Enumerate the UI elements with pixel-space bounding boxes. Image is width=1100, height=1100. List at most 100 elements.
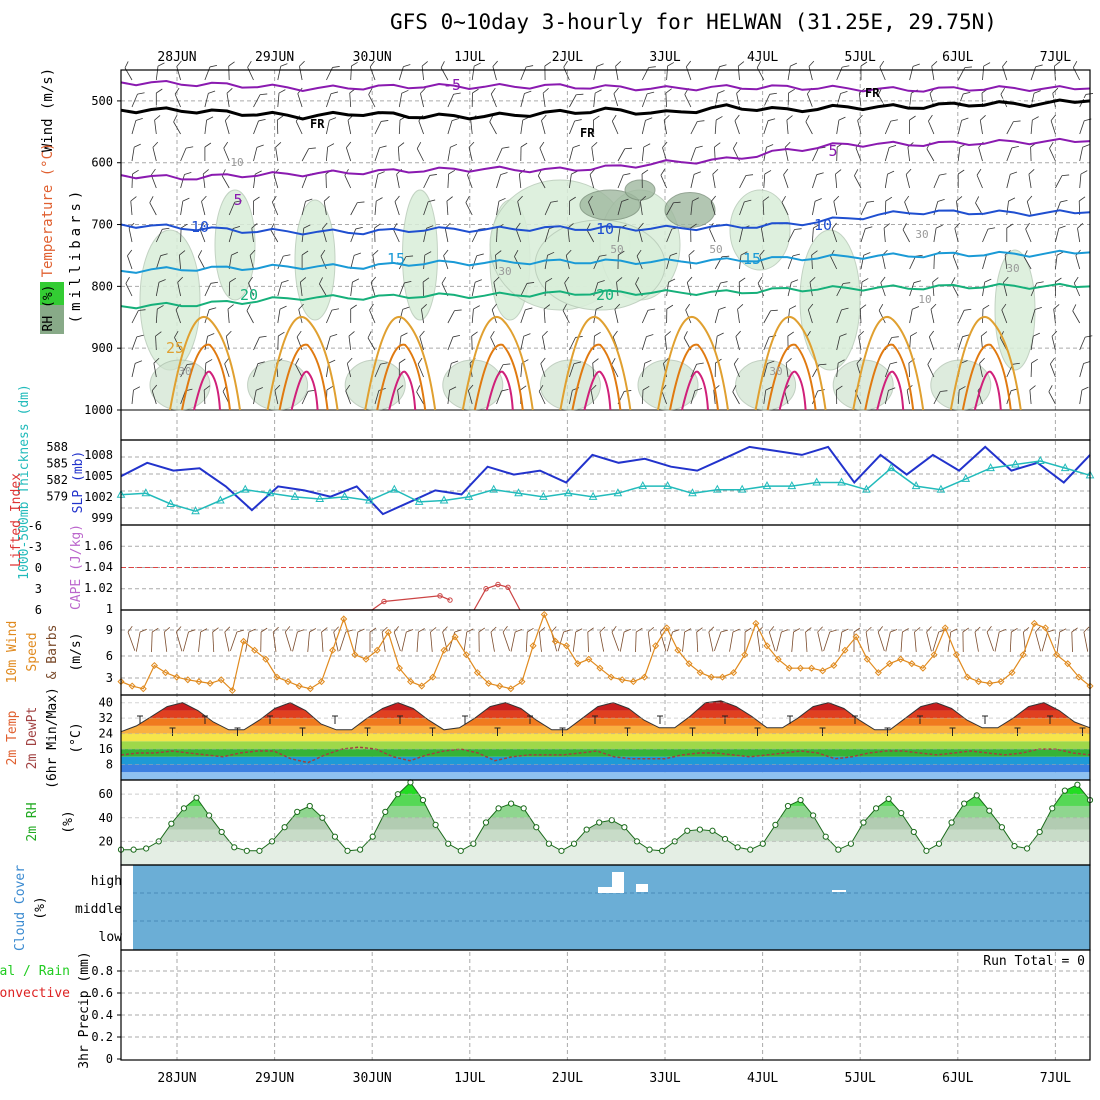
barb-shaft xyxy=(860,202,868,216)
barb-flag xyxy=(734,114,740,122)
wind-barb xyxy=(812,198,822,216)
barb-flag xyxy=(667,62,675,67)
rh-marker xyxy=(1011,843,1018,850)
barb-flag xyxy=(1072,61,1078,68)
barb-shaft xyxy=(884,147,890,162)
thickness-marker xyxy=(365,495,374,504)
wind-barb xyxy=(1079,144,1090,162)
wind10-barb-shaft xyxy=(490,631,495,652)
barb-flag xyxy=(1011,145,1019,149)
barb-shaft xyxy=(251,228,254,243)
barb-flag xyxy=(224,357,230,365)
barb-flag xyxy=(963,91,971,95)
wind-barb xyxy=(471,279,482,297)
barb-flag xyxy=(308,147,316,150)
barb-flag xyxy=(303,224,311,229)
wind-speed-marker xyxy=(551,637,559,645)
barb-flag xyxy=(399,358,406,364)
rh-marker xyxy=(797,796,804,804)
barb-flag xyxy=(274,384,281,391)
wind10-barb-shaft xyxy=(135,631,141,652)
barb-flag xyxy=(210,281,219,284)
barb-shaft xyxy=(881,255,886,270)
barb-shaft xyxy=(368,94,376,108)
date-label-bottom: 28JUN xyxy=(157,1071,196,1086)
barb-shaft xyxy=(586,229,595,243)
barb-shaft xyxy=(763,336,770,351)
barb-flag xyxy=(564,276,570,284)
barb-flag xyxy=(1083,360,1091,364)
wind-barb xyxy=(301,147,316,162)
rh-contour-label: 30 xyxy=(915,228,928,241)
wind-barb xyxy=(155,331,162,351)
thickness-tick-label: 588 xyxy=(46,440,68,454)
temp-contour-30 xyxy=(181,343,231,411)
rh-marker xyxy=(508,800,515,807)
wind-barb xyxy=(225,330,232,351)
wind10-barb-shaft xyxy=(647,631,652,652)
wind-barb xyxy=(739,251,748,270)
barb-shaft xyxy=(1030,336,1034,351)
temp-contour-35 xyxy=(290,370,319,411)
wind10-barb xyxy=(339,629,353,652)
barb-shaft xyxy=(982,282,986,297)
barb-flag xyxy=(718,306,726,310)
wind-barb xyxy=(1028,168,1035,189)
barb-flag xyxy=(422,277,430,283)
wind10-barb-flag xyxy=(986,626,992,633)
barb-flag xyxy=(281,279,289,283)
wind10-barb-flag xyxy=(224,626,231,633)
barb-flag xyxy=(397,385,404,391)
wind10-barb-shaft xyxy=(599,631,605,652)
rh-marker xyxy=(520,805,527,812)
wind-barb xyxy=(199,222,206,243)
wind-speed-marker xyxy=(329,646,337,654)
barb-flag xyxy=(417,357,423,365)
barb-flag xyxy=(1081,386,1089,391)
rh-shading xyxy=(214,189,256,301)
barb-flag xyxy=(394,195,400,202)
barb-flag xyxy=(454,309,462,312)
wind-barb xyxy=(319,277,327,297)
barb-shaft xyxy=(515,228,522,243)
wind-barb xyxy=(976,168,983,189)
fr-label: FR xyxy=(310,117,325,131)
wind-barb xyxy=(350,304,357,323)
barb-flag xyxy=(816,172,824,176)
barb-shaft xyxy=(812,174,818,189)
date-label-top: 6JUL xyxy=(942,50,973,65)
wind10-barb xyxy=(768,626,776,652)
barb-shaft xyxy=(783,174,789,189)
thickness-marker xyxy=(812,477,822,486)
barb-shaft xyxy=(520,93,525,108)
wind-barb xyxy=(957,143,967,162)
barb-flag xyxy=(543,304,551,310)
wind-barb xyxy=(1030,358,1038,378)
barb-shaft xyxy=(909,309,913,324)
barb-flag xyxy=(160,253,168,257)
rh-marker xyxy=(470,840,477,847)
barb-flag xyxy=(716,332,724,337)
wind-barb xyxy=(345,384,352,405)
barb-shaft xyxy=(569,147,574,162)
barb-flag xyxy=(732,385,737,392)
temp-contour--5 xyxy=(120,79,1091,93)
barb-flag xyxy=(928,114,933,122)
barb-flag xyxy=(766,144,774,148)
wind-barb xyxy=(226,87,233,108)
thickness-marker xyxy=(191,506,200,515)
barb-shaft xyxy=(520,283,528,297)
barb-shaft xyxy=(734,120,740,135)
wind-barb xyxy=(544,61,552,81)
barb-shaft xyxy=(467,390,473,405)
wind10-barb-flag xyxy=(151,627,159,633)
wind10-barb xyxy=(502,626,510,652)
barb-shaft xyxy=(204,336,208,351)
thickness-marker xyxy=(439,495,449,504)
wind10-barb xyxy=(260,627,268,653)
wind10-barb-shaft xyxy=(666,631,673,652)
barb-flag xyxy=(153,357,160,364)
barb-flag xyxy=(562,304,567,311)
barb-shaft xyxy=(274,390,279,405)
wind10-barb-shaft xyxy=(393,631,401,652)
